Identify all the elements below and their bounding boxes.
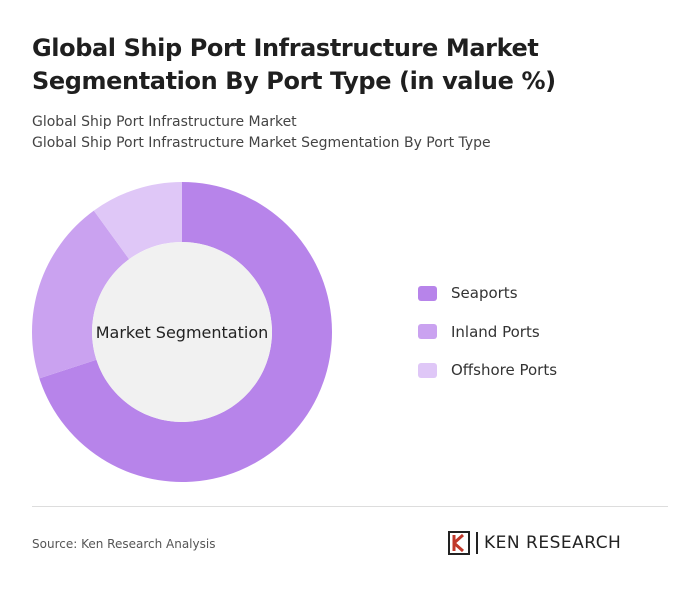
legend-swatch: [418, 324, 437, 339]
logo-text: KEN RESEARCH: [484, 533, 622, 553]
center-label: Market Segmentation: [96, 323, 269, 342]
source: Source: Ken Research Analysis: [32, 537, 216, 551]
donut-slice: [39, 182, 332, 483]
legend-item: Seaports: [418, 284, 518, 302]
logo-icon: [448, 531, 470, 555]
logo-bar: [476, 532, 478, 554]
donut-chart: Market Segmentation: [31, 182, 332, 483]
legend-label: Offshore Ports: [451, 361, 558, 379]
subtitle: Global Ship Port Infrastructure Market: [32, 114, 297, 130]
legend-swatch: [418, 362, 437, 378]
donut-slice: [93, 182, 182, 260]
legend-label: Inland Ports: [451, 322, 540, 341]
subtitle: Global Ship Port Infrastructure Market S…: [32, 135, 491, 151]
legend-label: Seaports: [451, 284, 518, 302]
legend-swatch: [418, 285, 437, 301]
legend-item: Inland Ports: [418, 323, 540, 341]
divider: [32, 506, 668, 507]
donut-slice: [31, 210, 130, 379]
legend-item: Offshore Ports: [418, 361, 557, 379]
donut-hole: [92, 242, 272, 422]
chart-title: Global Ship Port Infrastructure Market S…: [32, 34, 556, 95]
logo: KEN RESEARCH: [448, 531, 621, 555]
